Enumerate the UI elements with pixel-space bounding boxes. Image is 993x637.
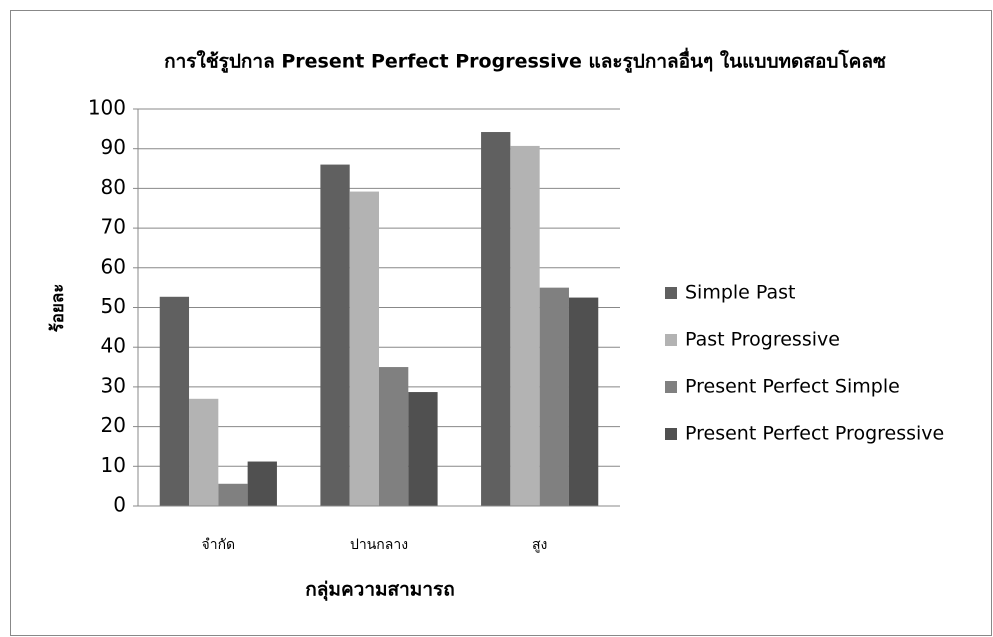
bar: [408, 392, 438, 506]
legend-swatch: [665, 287, 677, 299]
y-tick-label: 10: [101, 453, 126, 477]
bar: [539, 287, 569, 506]
x-tick-label: จำกัด: [202, 537, 236, 553]
y-tick-label: 50: [101, 294, 126, 318]
legend-swatch: [665, 334, 677, 346]
bar: [159, 296, 190, 506]
bar: [349, 191, 379, 507]
bar: [379, 367, 409, 506]
y-tick-label: 60: [101, 254, 126, 278]
x-tick-label: สูง: [532, 537, 547, 553]
bar: [320, 164, 350, 506]
legend-swatch: [665, 381, 677, 393]
bar: [247, 461, 277, 506]
y-tick-label: 40: [101, 334, 126, 358]
y-axis-label: ร้อยละ: [48, 284, 68, 333]
y-tick-label: 100: [88, 96, 126, 120]
chart-title: การใช้รูปกาล Present Perfect Progressive…: [164, 48, 886, 74]
bar: [568, 297, 599, 506]
legend-label: Past Progressive: [685, 329, 840, 351]
x-axis-label: กลุ่มความสามารถ: [305, 579, 454, 602]
legend-label: Simple Past: [685, 282, 796, 304]
bar: [189, 398, 219, 506]
y-tick-label: 70: [101, 215, 126, 239]
bar: [218, 483, 248, 506]
y-tick-label: 30: [101, 373, 126, 397]
y-tick-label: 20: [101, 413, 126, 437]
y-tick-label: 0: [113, 493, 126, 517]
y-tick-label: 90: [101, 135, 126, 159]
bar: [510, 145, 540, 506]
y-tick-label: 80: [101, 175, 126, 199]
legend-swatch: [665, 428, 677, 440]
x-tick-label: ปานกลาง: [350, 537, 408, 553]
legend-label: Present Perfect Simple: [685, 376, 900, 398]
legend-label: Present Perfect Progressive: [685, 423, 944, 445]
bar: [481, 132, 511, 506]
